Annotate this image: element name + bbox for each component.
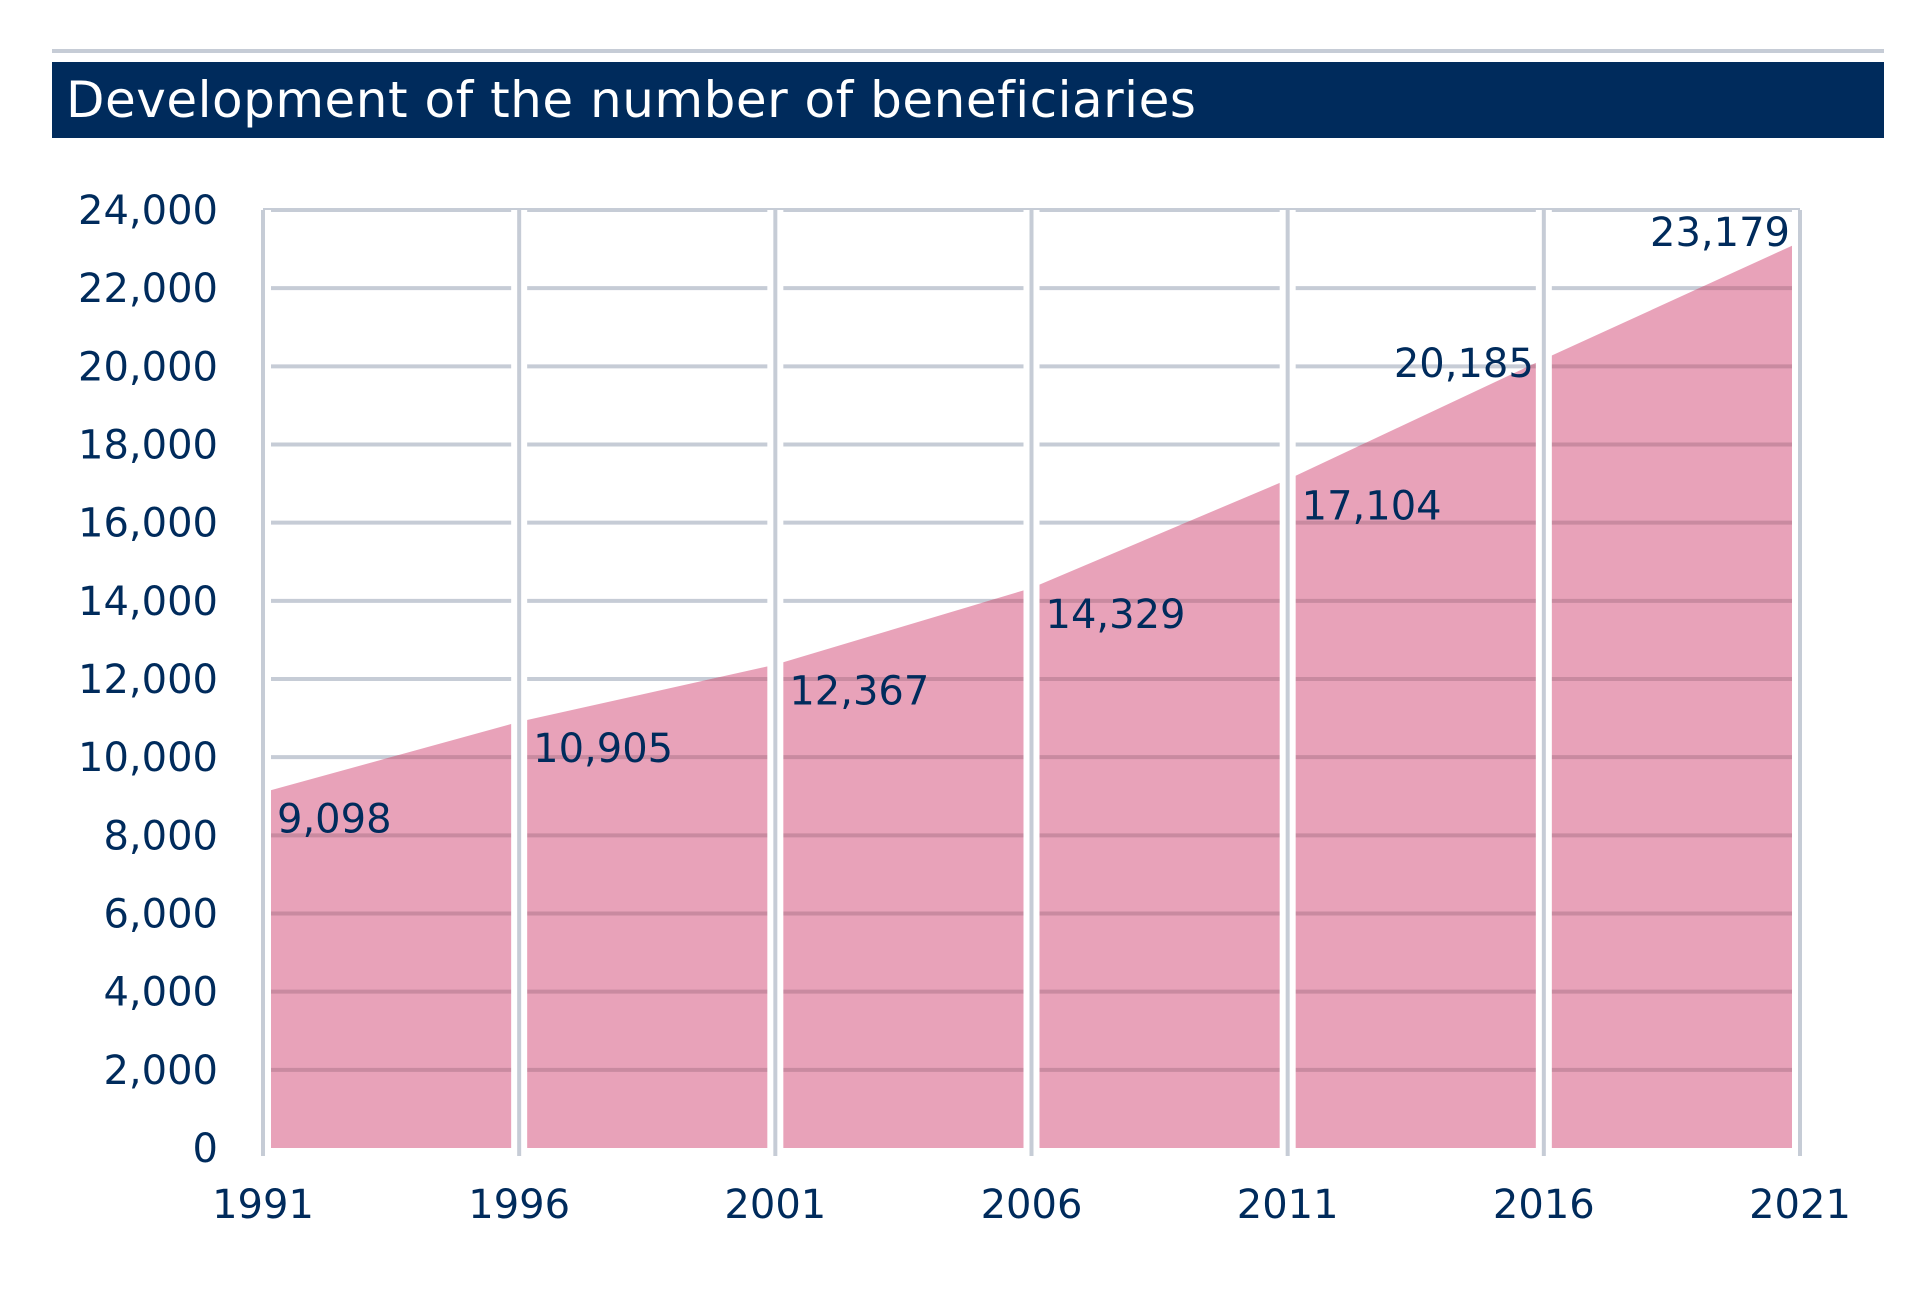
y-tick-label: 10,000 — [78, 735, 218, 781]
top-rule — [52, 49, 1884, 53]
y-tick-label: 0 — [193, 1126, 218, 1172]
y-tick-label: 4,000 — [103, 970, 218, 1016]
x-tick-label: 2016 — [1493, 1182, 1595, 1228]
x-tick-label: 2011 — [1237, 1182, 1339, 1228]
data-label: 10,905 — [533, 726, 673, 772]
y-tick-label: 24,000 — [78, 188, 218, 234]
data-label: 17,104 — [1302, 484, 1442, 530]
x-tick-label: 2006 — [981, 1182, 1083, 1228]
y-tick-label: 8,000 — [103, 813, 218, 859]
x-tick-label: 1996 — [468, 1182, 570, 1228]
x-tick-label: 1991 — [212, 1182, 314, 1228]
y-tick-label: 14,000 — [78, 579, 218, 625]
y-tick-label: 20,000 — [78, 344, 218, 390]
data-label: 14,329 — [1046, 592, 1186, 638]
data-label: 23,179 — [1650, 210, 1790, 256]
y-tick-label: 6,000 — [103, 892, 218, 938]
data-label: 9,098 — [277, 796, 392, 842]
data-label: 12,367 — [789, 669, 929, 715]
chart-title: Development of the number of beneficiari… — [52, 62, 1884, 138]
y-tick-label: 12,000 — [78, 657, 218, 703]
y-tick-label: 18,000 — [78, 423, 218, 469]
x-tick-label: 2021 — [1749, 1182, 1851, 1228]
x-tick-label: 2001 — [724, 1182, 826, 1228]
y-tick-label: 16,000 — [78, 501, 218, 547]
data-label: 20,185 — [1394, 341, 1534, 387]
y-tick-label: 22,000 — [78, 266, 218, 312]
y-tick-label: 2,000 — [103, 1048, 218, 1094]
